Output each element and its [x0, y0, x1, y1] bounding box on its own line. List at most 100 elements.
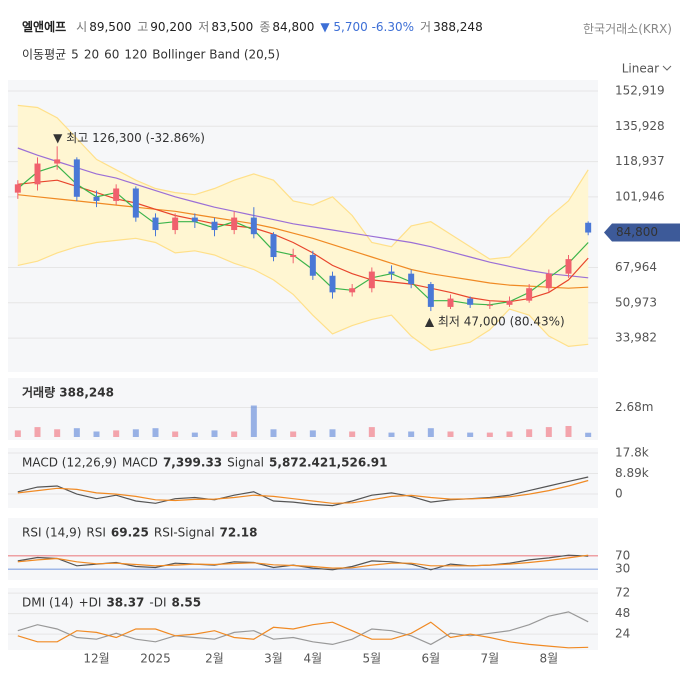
- x-tick-label: 2025: [140, 652, 171, 666]
- volume-bar: [486, 432, 493, 437]
- price-tag-label: 84,800: [616, 225, 658, 239]
- candle-body: [349, 288, 356, 293]
- candle-body: [585, 222, 592, 233]
- y-tick-label: 33,982: [615, 331, 657, 345]
- legend-text: Bollinger Band (20,5): [152, 48, 280, 62]
- candle-body: [211, 221, 218, 231]
- volume-bar: [447, 431, 454, 437]
- price-tag: [604, 223, 680, 242]
- x-tick-label: 12월: [83, 652, 109, 666]
- quote-label: 저: [198, 20, 210, 34]
- legend-text: 72.18: [220, 526, 258, 540]
- x-tick-label: 8월: [539, 652, 558, 666]
- quote-label: 거: [420, 20, 432, 34]
- legend-text: 7,399.33: [163, 456, 222, 470]
- candle-body: [191, 217, 198, 222]
- volume-bar: [368, 427, 375, 437]
- candle-body: [132, 188, 139, 218]
- legend-text: +DI: [79, 596, 102, 610]
- volume-bar: [585, 432, 592, 437]
- volume-bar: [467, 432, 474, 437]
- legend-text: Signal: [227, 456, 264, 470]
- legend-text: MACD (12,26,9): [22, 456, 117, 470]
- indicator-line: [17, 479, 589, 504]
- quote-value: 83,500: [211, 20, 254, 34]
- y-tick-label: 67,964: [615, 260, 657, 274]
- y-tick-label: 24: [615, 627, 630, 641]
- legend-text: RSI (14,9): [22, 526, 81, 540]
- high-annotation: ▼ 최고 126,300 (-32.86%): [53, 131, 205, 145]
- y-tick-label: 48: [615, 606, 630, 620]
- volume-bar: [250, 405, 257, 437]
- indicator-line: [17, 476, 589, 507]
- indicator-line: [17, 621, 589, 649]
- candle-body: [231, 217, 238, 231]
- volume-bar: [132, 429, 139, 437]
- x-tick-label: 6월: [421, 652, 440, 666]
- legend-text: DMI (14): [22, 596, 74, 610]
- candle-body: [427, 284, 434, 307]
- candle-body: [152, 217, 159, 231]
- candle-body: [172, 217, 179, 231]
- legend-text: -DI: [149, 596, 166, 610]
- y-tick-label: 70: [615, 548, 630, 562]
- y-tick-label: 17.8k: [615, 445, 649, 459]
- candle-body: [73, 159, 80, 197]
- x-tick-label: 5월: [362, 652, 381, 666]
- volume-bar: [565, 425, 572, 437]
- ma-line: [17, 147, 589, 279]
- quote: 저 83,500: [198, 18, 253, 35]
- volume-bar: [34, 427, 41, 437]
- candle-body: [290, 254, 297, 258]
- volume-bar: [388, 432, 395, 437]
- panel-background: [8, 378, 598, 440]
- quote-value: 84,800: [272, 20, 315, 34]
- quote-label: 고: [137, 20, 149, 34]
- y-tick-label: 152,919: [615, 84, 665, 98]
- candle-body: [408, 273, 415, 285]
- volume-bar: [408, 431, 415, 437]
- bollinger-band: [17, 105, 589, 351]
- legend-text: 거래량 388,248: [22, 385, 114, 400]
- candle-body: [54, 159, 61, 164]
- candle-body: [467, 298, 474, 305]
- y-tick-label: 2.68m: [615, 400, 653, 414]
- candle-body: [113, 188, 120, 201]
- panel-background: [8, 518, 598, 580]
- legend-text: MACD: [122, 456, 158, 470]
- header: 엘앤에프 시 89,500 고 90,200 저 83,500 종 84,800 ▼ 5…: [22, 18, 483, 35]
- x-tick-label: 3월: [264, 652, 283, 666]
- y-tick-label: 30: [615, 562, 630, 576]
- candle-body: [447, 298, 454, 307]
- quote-value: 89,500: [89, 20, 132, 34]
- stock-name: 엘앤에프: [22, 20, 67, 34]
- quote-value: 90,200: [150, 20, 193, 34]
- volume-bar: [349, 431, 356, 437]
- y-tick-label: 135,928: [615, 119, 665, 133]
- legend-text: 120: [124, 48, 147, 62]
- candle-body: [329, 275, 336, 293]
- candle-body: [14, 184, 21, 193]
- change: ▼ 5,700 -6.30%: [320, 19, 415, 34]
- x-tick-label: 2월: [205, 652, 224, 666]
- candle-body: [506, 300, 513, 305]
- x-tick-label: 7월: [480, 652, 499, 666]
- dropdown-icon[interactable]: [662, 65, 672, 71]
- volume-bar: [152, 428, 159, 437]
- legend-text: 5,872.421,526.91: [269, 456, 387, 470]
- legend-text: RSI: [86, 526, 106, 540]
- volume-bar: [93, 431, 100, 437]
- candle-body: [526, 288, 533, 301]
- scale-toggle[interactable]: Linear: [622, 62, 659, 76]
- quote-label: 시: [76, 20, 88, 34]
- legend-text: 5: [71, 48, 79, 62]
- volume-bar: [191, 432, 198, 437]
- quote: 거 388,248: [420, 18, 483, 35]
- volume-bar: [290, 431, 297, 437]
- bollinger-upper: [17, 104, 589, 260]
- ma-line: [17, 194, 589, 289]
- legend-text: 38.37: [106, 596, 144, 610]
- legend-text: 20: [84, 48, 99, 62]
- volume-bar: [113, 430, 120, 437]
